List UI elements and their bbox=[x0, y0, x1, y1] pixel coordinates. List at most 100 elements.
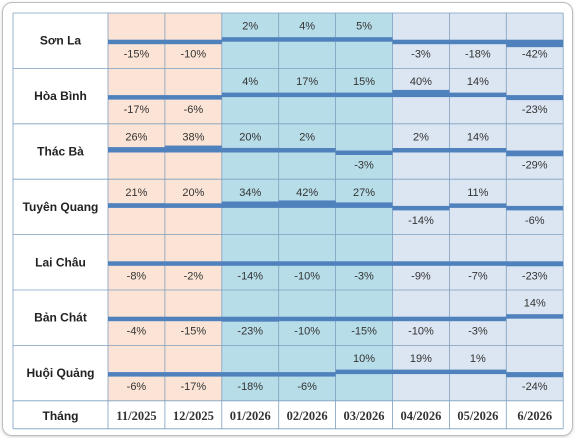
month-tick-label: 12/2025 bbox=[173, 409, 214, 423]
value-label: -14% bbox=[237, 270, 263, 282]
value-label: -14% bbox=[408, 215, 434, 227]
value-bar bbox=[506, 150, 564, 157]
value-bar bbox=[108, 203, 165, 208]
value-label: 14% bbox=[467, 76, 489, 88]
value-label: -3% bbox=[354, 160, 374, 172]
value-label: -42% bbox=[522, 49, 548, 61]
value-label: -10% bbox=[294, 326, 320, 338]
value-label: 34% bbox=[239, 187, 261, 199]
value-label: 4% bbox=[299, 21, 315, 33]
value-bar bbox=[278, 316, 336, 322]
value-label: 26% bbox=[125, 132, 147, 144]
value-label: 42% bbox=[296, 187, 318, 199]
value-bar bbox=[506, 372, 564, 378]
value-bar bbox=[108, 147, 165, 153]
month-tick-label: 05/2026 bbox=[457, 409, 498, 423]
value-label: 5% bbox=[356, 21, 372, 33]
value-label: 2% bbox=[299, 132, 315, 144]
x-axis-label: Tháng bbox=[43, 409, 79, 423]
value-bar bbox=[278, 92, 336, 98]
value-label: -10% bbox=[181, 49, 207, 61]
value-bar bbox=[335, 369, 393, 375]
value-bar bbox=[506, 39, 564, 48]
value-label: -4% bbox=[127, 326, 147, 338]
row-label: Hòa Bình bbox=[34, 89, 87, 103]
value-bar bbox=[335, 150, 393, 155]
value-bar bbox=[392, 261, 450, 266]
value-bar bbox=[449, 203, 507, 208]
value-label: -10% bbox=[408, 326, 434, 338]
value-bar bbox=[108, 39, 165, 45]
value-bar bbox=[108, 316, 165, 322]
value-label: 1% bbox=[470, 353, 486, 365]
value-label: -3% bbox=[411, 49, 431, 61]
value-bar bbox=[108, 372, 165, 377]
value-label: -8% bbox=[127, 270, 147, 282]
value-label: -17% bbox=[181, 381, 207, 393]
value-label: -15% bbox=[351, 326, 377, 338]
value-label: 15% bbox=[353, 76, 375, 88]
month-tick-label: 6/2026 bbox=[517, 409, 552, 423]
row-label: Bản Chát bbox=[34, 311, 87, 325]
value-label: -18% bbox=[237, 381, 263, 393]
value-label: -9% bbox=[411, 270, 431, 282]
value-label: -6% bbox=[525, 215, 545, 227]
value-label: -18% bbox=[465, 49, 491, 61]
value-bar bbox=[164, 372, 222, 377]
value-label: 20% bbox=[239, 132, 261, 144]
value-bar bbox=[221, 92, 279, 98]
value-bar bbox=[392, 369, 450, 375]
row-label: Huội Quảng bbox=[27, 366, 95, 380]
value-bar bbox=[164, 261, 222, 266]
value-label: -6% bbox=[297, 381, 317, 393]
value-label: -24% bbox=[522, 381, 548, 393]
month-tick-label: 02/2026 bbox=[287, 409, 328, 423]
value-label: 40% bbox=[410, 76, 432, 88]
value-bar bbox=[335, 37, 393, 42]
row-label: Sơn La bbox=[40, 34, 82, 48]
value-bar bbox=[278, 261, 336, 266]
value-label: 14% bbox=[467, 132, 489, 144]
value-bar bbox=[392, 89, 450, 98]
value-bar bbox=[449, 148, 507, 153]
value-label: -23% bbox=[522, 104, 548, 116]
value-bar bbox=[221, 147, 279, 153]
value-bar bbox=[506, 205, 564, 211]
value-bar bbox=[164, 145, 222, 153]
value-label: 2% bbox=[242, 21, 258, 33]
value-label: -10% bbox=[294, 270, 320, 282]
value-label: -3% bbox=[468, 326, 488, 338]
value-label: -7% bbox=[468, 270, 488, 282]
value-bar bbox=[506, 261, 564, 267]
value-label: -3% bbox=[354, 270, 374, 282]
value-bar bbox=[164, 203, 222, 208]
value-label: -23% bbox=[237, 326, 263, 338]
value-label: 19% bbox=[410, 353, 432, 365]
value-label: 21% bbox=[125, 187, 147, 199]
value-label: -6% bbox=[127, 381, 147, 393]
month-tick-label: 04/2026 bbox=[400, 409, 441, 423]
value-label: 20% bbox=[182, 187, 204, 199]
value-bar bbox=[392, 39, 450, 45]
value-label: 11% bbox=[467, 187, 488, 199]
value-label: 38% bbox=[182, 132, 204, 144]
value-bar bbox=[335, 261, 393, 266]
value-label: 2% bbox=[413, 132, 429, 144]
value-bar bbox=[449, 261, 507, 266]
value-label: 17% bbox=[296, 76, 318, 88]
value-label: -15% bbox=[181, 326, 207, 338]
value-label: 14% bbox=[524, 298, 546, 310]
month-tick-label: 11/2025 bbox=[116, 409, 156, 423]
value-bar bbox=[392, 205, 450, 211]
value-label: -29% bbox=[522, 160, 548, 172]
value-bar bbox=[392, 316, 450, 322]
value-bar bbox=[335, 316, 393, 322]
value-bar bbox=[449, 39, 507, 45]
value-label: -17% bbox=[124, 104, 150, 116]
value-bar bbox=[506, 314, 564, 319]
value-bar bbox=[221, 261, 279, 266]
value-label: -23% bbox=[522, 270, 548, 282]
month-tick-label: 03/2026 bbox=[344, 409, 385, 423]
value-bar bbox=[221, 201, 279, 208]
value-label: 4% bbox=[242, 76, 258, 88]
